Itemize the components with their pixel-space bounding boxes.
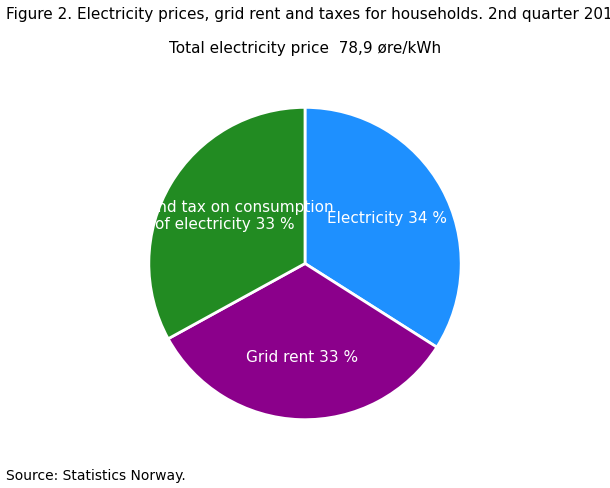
Text: Source: Statistics Norway.: Source: Statistics Norway. <box>6 469 186 483</box>
Text: VAT and tax on consumption
of electricity 33 %: VAT and tax on consumption of electricit… <box>115 200 334 232</box>
Text: Total electricity price  78,9 øre/kWh: Total electricity price 78,9 øre/kWh <box>169 41 441 57</box>
Text: Electricity 34 %: Electricity 34 % <box>327 211 447 226</box>
Text: Grid rent 33 %: Grid rent 33 % <box>246 350 358 365</box>
Wedge shape <box>305 107 461 347</box>
Text: Figure 2. Electricity prices, grid rent and taxes for households. 2nd quarter 20: Figure 2. Electricity prices, grid rent … <box>6 7 610 22</box>
Wedge shape <box>168 264 437 420</box>
Wedge shape <box>149 107 305 339</box>
